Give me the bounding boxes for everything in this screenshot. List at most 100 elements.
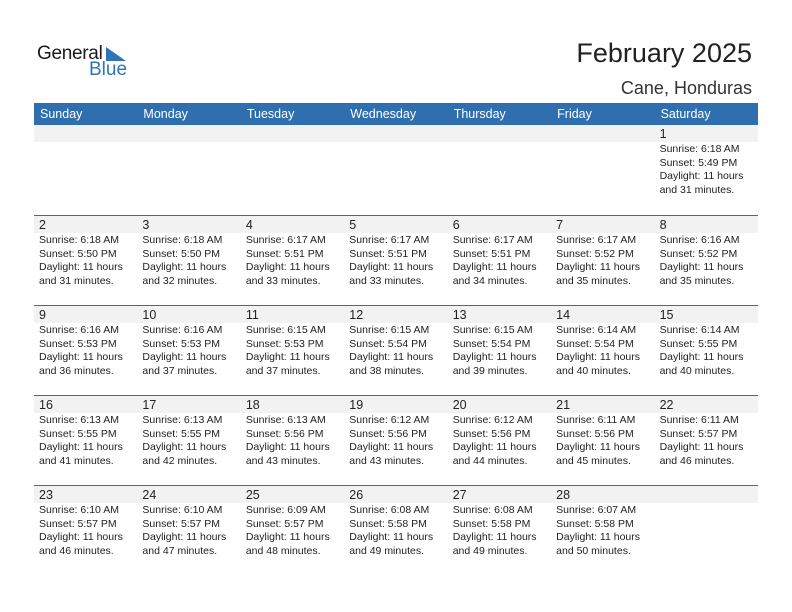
day-cell — [34, 125, 138, 215]
day-info: Sunrise: 6:12 AM Sunset: 5:56 PM Daylight:… — [448, 413, 551, 468]
day-number: 17 — [137, 396, 241, 413]
day-info: Sunrise: 6:17 AM Sunset: 5:51 PM Daylight:… — [344, 233, 447, 288]
daylight-text: Daylight: 11 hours — [245, 441, 330, 453]
minutes-text: and 39 minutes. — [452, 364, 528, 377]
day-number: 14 — [551, 306, 655, 323]
sunset-text: Sunset: 5:51 PM — [452, 247, 531, 260]
day-info: Sunrise: 6:12 AM Sunset: 5:56 PM Daylight:… — [344, 413, 447, 468]
daylight-text: Daylight: 11 hours — [39, 441, 123, 453]
sunrise-text: Sunrise: 6:16 AM — [39, 324, 119, 336]
day-cell: 16 Sunrise: 6:13 AM Sunset: 5:55 PM Dayligh… — [34, 396, 138, 485]
sunset-text: Sunset: 5:58 PM — [556, 517, 634, 530]
day-info: Sunrise: 6:14 AM Sunset: 5:55 PM Daylight:… — [655, 323, 758, 378]
minutes-text: and 45 minutes. — [556, 454, 631, 467]
sunset-text: Sunset: 5:57 PM — [659, 427, 738, 440]
calendar: Sunday Monday Tuesday Wednesday Thursday Frid… — [34, 103, 758, 575]
daylight-text: Daylight: 11 hours — [556, 261, 640, 273]
minutes-text: and 35 minutes. — [556, 274, 631, 287]
sunrise-text: Sunrise: 6:16 AM — [142, 324, 223, 336]
day-cell: 13 Sunrise: 6:15 AM Sunset: 5:54 PM Dayligh… — [447, 306, 552, 395]
week-row: 9 Sunrise: 6:16 AM Sunset: 5:53 PM Daylight… — [34, 305, 758, 395]
sunrise-text: Sunrise: 6:14 AM — [659, 324, 740, 336]
sunset-text: Sunset: 5:56 PM — [349, 427, 427, 440]
day-cell: 28 Sunrise: 6:07 AM Sunset: 5:58 PM Dayligh… — [551, 486, 655, 575]
sunset-text: Sunset: 5:56 PM — [556, 427, 634, 440]
day-cell: 27 Sunrise: 6:08 AM Sunset: 5:58 PM Dayligh… — [447, 486, 552, 575]
day-cell: 10 Sunrise: 6:16 AM Sunset: 5:53 PM Dayligh… — [137, 306, 241, 395]
daylight-text: Daylight: 11 hours — [142, 351, 227, 363]
day-cell: 9 Sunrise: 6:16 AM Sunset: 5:53 PM Daylight… — [34, 306, 138, 395]
daylight-text: Daylight: 11 hours — [349, 261, 434, 273]
logo: General Blue — [37, 43, 132, 83]
daylight-text: Daylight: 11 hours — [556, 351, 640, 363]
sunrise-text: Sunrise: 6:10 AM — [39, 504, 119, 516]
daylight-text: Daylight: 11 hours — [245, 261, 330, 273]
minutes-text: and 40 minutes. — [659, 364, 735, 377]
sunset-text: Sunset: 5:53 PM — [245, 337, 324, 350]
day-info: Sunrise: 6:18 AM Sunset: 5:49 PM Daylight:… — [655, 142, 758, 197]
sunrise-text: Sunrise: 6:12 AM — [452, 414, 533, 426]
weekday-wednesday: Wednesday — [350, 107, 417, 121]
sunrise-text: Sunrise: 6:15 AM — [452, 324, 533, 336]
daylight-text: Daylight: 11 hours — [659, 351, 744, 363]
sunset-text: Sunset: 5:55 PM — [659, 337, 738, 350]
minutes-text: and 46 minutes. — [659, 454, 735, 467]
minutes-text: and 31 minutes. — [659, 183, 735, 196]
day-info: Sunrise: 6:09 AM Sunset: 5:57 PM Daylight:… — [241, 503, 344, 558]
day-info: Sunrise: 6:11 AM Sunset: 5:56 PM Daylight:… — [551, 413, 654, 468]
sunset-text: Sunset: 5:57 PM — [245, 517, 324, 530]
day-number: 3 — [137, 216, 241, 233]
sunrise-text: Sunrise: 6:13 AM — [142, 414, 223, 426]
day-info: Sunrise: 6:17 AM Sunset: 5:51 PM Daylight:… — [448, 233, 551, 288]
minutes-text: and 33 minutes. — [245, 274, 321, 287]
day-cell: 19 Sunrise: 6:12 AM Sunset: 5:56 PM Dayligh… — [344, 396, 448, 485]
day-cell: 1 Sunrise: 6:18 AM Sunset: 5:49 PM Daylight… — [654, 125, 758, 215]
day-number: 19 — [344, 396, 448, 413]
day-info: Sunrise: 6:10 AM Sunset: 5:57 PM Daylight:… — [137, 503, 240, 558]
daylight-text: Daylight: 11 hours — [556, 531, 640, 543]
minutes-text: and 37 minutes. — [245, 364, 321, 377]
day-cell: 23 Sunrise: 6:10 AM Sunset: 5:57 PM Dayligh… — [34, 486, 138, 575]
day-cell: 24 Sunrise: 6:10 AM Sunset: 5:57 PM Dayligh… — [137, 486, 241, 575]
daylight-text: Daylight: 11 hours — [245, 531, 330, 543]
logo-text-blue: Blue — [89, 59, 128, 80]
day-number: 28 — [551, 486, 655, 503]
day-number — [654, 486, 758, 503]
minutes-text: and 34 minutes. — [452, 274, 528, 287]
day-cell: 8 Sunrise: 6:16 AM Sunset: 5:52 PM Daylight… — [654, 216, 758, 305]
daylight-text: Daylight: 11 hours — [142, 531, 227, 543]
page-title: February 2025 — [576, 38, 752, 68]
minutes-text: and 38 minutes. — [349, 364, 424, 377]
sunrise-text: Sunrise: 6:18 AM — [39, 234, 119, 246]
day-info: Sunrise: 6:07 AM Sunset: 5:58 PM Daylight:… — [551, 503, 654, 558]
weekday-header: Sunday Monday Tuesday Wednesday Thursday Frid… — [34, 103, 758, 125]
day-number: 9 — [34, 306, 138, 323]
day-number: 23 — [34, 486, 138, 503]
day-number — [34, 125, 138, 142]
daylight-text: Daylight: 11 hours — [452, 351, 537, 363]
sunset-text: Sunset: 5:51 PM — [245, 247, 324, 260]
day-number: 6 — [447, 216, 552, 233]
weekday-saturday: Saturday — [660, 107, 711, 121]
sunset-text: Sunset: 5:54 PM — [452, 337, 531, 350]
sunrise-text: Sunrise: 6:08 AM — [452, 504, 533, 516]
sunrise-text: Sunrise: 6:13 AM — [39, 414, 119, 426]
sunrise-text: Sunrise: 6:14 AM — [556, 324, 637, 336]
sunset-text: Sunset: 5:51 PM — [349, 247, 427, 260]
sunset-text: Sunset: 5:50 PM — [142, 247, 221, 260]
sunset-text: Sunset: 5:58 PM — [452, 517, 531, 530]
sunrise-text: Sunrise: 6:17 AM — [556, 234, 637, 246]
day-info: Sunrise: 6:13 AM Sunset: 5:55 PM Daylight:… — [137, 413, 240, 468]
sunset-text: Sunset: 5:57 PM — [39, 517, 117, 530]
day-info: Sunrise: 6:15 AM Sunset: 5:54 PM Daylight:… — [344, 323, 447, 378]
day-cell: 17 Sunrise: 6:13 AM Sunset: 5:55 PM Dayligh… — [137, 396, 241, 485]
day-info: Sunrise: 6:18 AM Sunset: 5:50 PM Daylight:… — [34, 233, 137, 288]
daylight-text: Daylight: 11 hours — [245, 351, 330, 363]
day-number: 11 — [240, 306, 345, 323]
sunrise-text: Sunrise: 6:09 AM — [245, 504, 326, 516]
minutes-text: and 40 minutes. — [556, 364, 631, 377]
weekday-monday: Monday — [143, 107, 188, 121]
day-number — [447, 125, 552, 142]
day-number: 4 — [240, 216, 345, 233]
day-number — [240, 125, 345, 142]
